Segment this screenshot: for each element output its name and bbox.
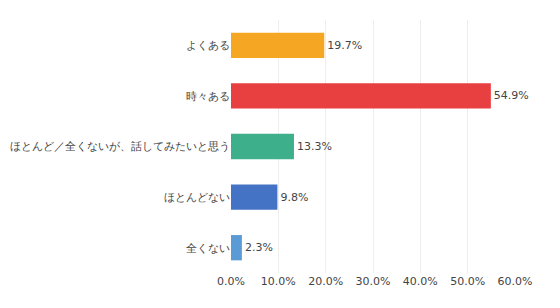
svg-text:54.9%: 54.9% <box>494 89 529 102</box>
svg-text:50.0%: 50.0% <box>450 275 485 288</box>
svg-text:9.8%: 9.8% <box>280 191 308 204</box>
svg-text:60.0%: 60.0% <box>498 275 533 288</box>
svg-text:0.0%: 0.0% <box>217 275 245 288</box>
svg-text:40.0%: 40.0% <box>403 275 438 288</box>
svg-text:よくある: よくある <box>186 39 230 52</box>
svg-text:30.0%: 30.0% <box>356 275 391 288</box>
svg-text:13.3%: 13.3% <box>297 140 332 153</box>
svg-text:10.0%: 10.0% <box>261 275 296 288</box>
svg-text:ほとんど／全くないが、話してみたいと思う: ほとんど／全くないが、話してみたいと思う <box>10 140 230 153</box>
svg-text:ほとんどない: ほとんどない <box>164 191 230 204</box>
svg-text:全くない: 全くない <box>186 242 230 255</box>
svg-text:2.3%: 2.3% <box>245 241 273 254</box>
svg-text:時々ある: 時々ある <box>186 90 230 103</box>
svg-text:20.0%: 20.0% <box>308 275 343 288</box>
svg-text:19.7%: 19.7% <box>327 39 362 52</box>
